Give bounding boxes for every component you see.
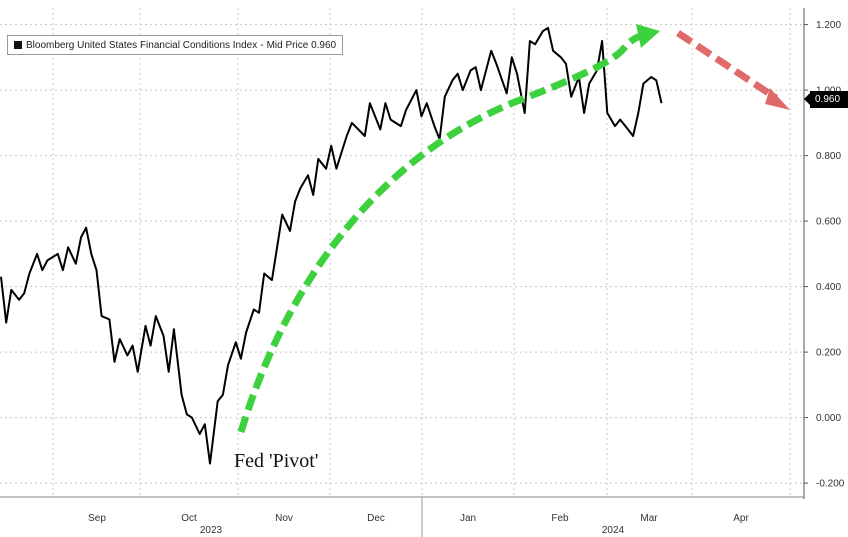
x-tick-label: Dec [367,513,385,524]
y-tick-label: 0.200 [816,348,841,359]
y-tick-label: 0.400 [816,282,841,293]
red-arrow-head [765,88,790,110]
red-trend-arrow [676,30,778,101]
green-arrow-head [636,24,660,48]
y-axis: 1.2001.0000.8000.6000.4000.2000.000-0.20… [803,8,845,499]
x-tick-label: Mar [640,513,658,524]
y-tick-label: 1.200 [816,20,841,31]
x-tick-label: Feb [551,513,569,524]
y-tick-label: -0.200 [816,479,845,490]
legend-swatch [14,41,22,49]
x-tick-label: Apr [733,513,749,524]
green-trend-arrow [237,32,642,434]
x-axis: Sep Oct Nov Dec Jan Feb Mar Apr 2023 2024 [0,496,804,537]
last-price-tag: 0.960 [804,91,848,108]
y-tick-label: 0.000 [816,413,841,424]
legend-field: Mid Price [266,39,309,51]
x-tick-label: Oct [181,513,197,524]
legend-separator: - [260,39,264,51]
series-line [0,26,663,465]
y-tick-label: 0.800 [816,151,841,162]
legend-value: 0.960 [311,39,337,51]
x-tick-label: Sep [88,513,106,524]
gridlines [0,8,804,497]
x-tick-label: Jan [460,513,476,524]
fed-pivot-annotation: Fed 'Pivot' [234,450,319,472]
x-year-label: 2023 [200,525,223,536]
legend-series-name: Bloomberg United States Financial Condit… [26,39,258,51]
legend: Bloomberg United States Financial Condit… [7,35,344,55]
y-tick-label: 0.600 [816,217,841,228]
x-tick-label: Nov [275,513,293,524]
x-year-label: 2024 [602,525,625,536]
